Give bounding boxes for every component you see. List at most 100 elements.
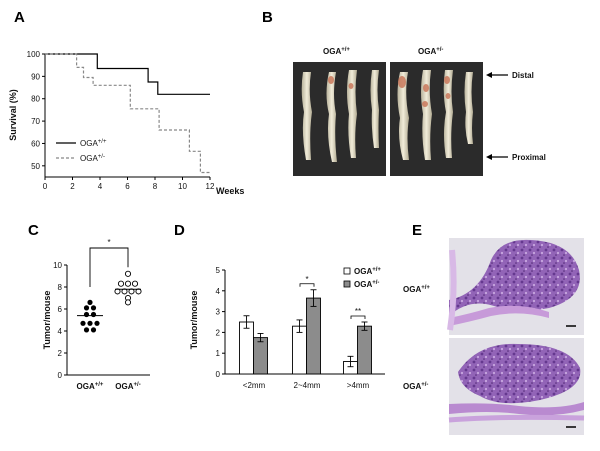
legend-label: OGA+/-: [80, 154, 105, 163]
intestine-sample: [397, 72, 409, 160]
x-category-label: 2~4mm: [294, 381, 321, 390]
series-line-solid: [45, 53, 210, 95]
significance-bracket: [350, 315, 366, 319]
y-tick-label: 4: [216, 287, 221, 296]
y-tick-label: 100: [27, 50, 41, 59]
significance-bracket: [299, 283, 315, 287]
y-axis-label: Tumor/mouse: [189, 291, 199, 350]
y-tick-label: 0: [216, 370, 221, 379]
row-label: OGA+/+: [403, 285, 430, 294]
survival-lines: [45, 53, 210, 174]
axes: 50 60 70 80 90 100 0 2 4 6 8 10 12: [27, 50, 215, 191]
legend-swatch-gray: [343, 280, 351, 288]
significance-bracket: *: [89, 238, 129, 287]
legend-label: OGA+/+: [80, 139, 107, 148]
data-point: [80, 320, 86, 326]
series-line-dashed: [45, 53, 210, 174]
bracket-line: [89, 247, 129, 287]
x-tick-label: 8: [153, 182, 158, 191]
intestine-sample: [421, 70, 432, 160]
panel-a: A Survival (%) 50 60 70 80 90 100 0 2 4 6 8 10 12 We…: [8, 9, 244, 196]
bar: [253, 337, 268, 375]
y-tick-label: 6: [58, 305, 63, 314]
legend: OGA+/+ OGA+/-: [56, 139, 107, 163]
data-point: [87, 299, 93, 305]
y-tick-label: 90: [31, 72, 40, 81]
histology-image-bottom: [448, 338, 585, 435]
data-point: [117, 280, 125, 287]
x-tick-label: 2: [70, 182, 75, 191]
data-point: [124, 299, 132, 306]
intestine-samples: [301, 70, 473, 162]
data-point: [83, 305, 90, 311]
x-tick-label: 6: [125, 182, 130, 191]
proximal-label: Proximal: [512, 153, 546, 162]
distal-indicator: Distal: [486, 71, 534, 80]
y-tick-label: 10: [53, 261, 62, 270]
data-point: [131, 280, 139, 287]
intestine-sample: [464, 72, 473, 144]
bar: [239, 321, 254, 375]
panel-label-d: D: [174, 222, 185, 239]
data-point: [124, 280, 132, 287]
data-points: [77, 270, 142, 333]
legend-swatch-white: [343, 267, 351, 275]
significance-mark: *: [107, 238, 110, 247]
y-tick-label: 70: [31, 117, 40, 126]
panel-b: B OGA+/+ OGA+/-: [262, 9, 546, 176]
x-tick-label: 0: [43, 182, 48, 191]
intestine-sample: [326, 72, 337, 162]
histology-image-top: [447, 238, 584, 335]
bars: ***: [239, 275, 372, 375]
panel-e: E OGA+/+ OGA+/-: [403, 222, 585, 435]
legend: OGA+/+ OGA+/-: [343, 267, 381, 289]
x-tick-label: 4: [98, 182, 103, 191]
x-category-label: <2mm: [243, 381, 266, 390]
y-tick-label: 2: [216, 328, 221, 337]
arrowhead: [486, 72, 492, 78]
bar: [357, 325, 372, 375]
y-tick-label: 1: [216, 349, 221, 358]
data-point: [124, 270, 132, 277]
panel-label-a: A: [14, 9, 25, 26]
panel-label-c: C: [28, 222, 39, 239]
y-tick-label: 0: [58, 371, 63, 380]
y-tick-label: 5: [216, 266, 221, 275]
intestine-sample: [301, 72, 312, 160]
y-tick-label: 8: [58, 283, 63, 292]
intestine-sample: [370, 70, 379, 148]
x-category-label: OGA+/+: [77, 382, 104, 391]
panel-label-b: B: [262, 9, 273, 26]
y-tick-label: 4: [58, 327, 63, 336]
data-point: [90, 305, 97, 311]
x-tick-label: 12: [206, 182, 215, 191]
row-label: OGA+/-: [403, 382, 428, 391]
x-tick-label: 10: [178, 182, 187, 191]
intestine-sample: [347, 70, 357, 158]
y-tick-label: 80: [31, 95, 40, 104]
y-tick-label: 3: [216, 308, 221, 317]
bar: [306, 297, 321, 375]
intestine-sample: [443, 70, 453, 158]
legend-label: OGA+/-: [354, 280, 379, 289]
significance-mark: **: [355, 307, 361, 316]
y-tick-label: 2: [58, 349, 63, 358]
data-point: [83, 311, 90, 318]
tumor-spots: [328, 76, 451, 107]
distal-label: Distal: [512, 71, 534, 80]
significance-mark: *: [305, 275, 308, 284]
panel-label-e: E: [412, 222, 422, 239]
data-point: [90, 311, 97, 318]
x-axis-label: Weeks: [216, 186, 244, 196]
y-tick-label: 60: [31, 139, 40, 148]
axes: 0 2 4 6 8 10 OGA+/+ OGA+/-: [53, 261, 150, 391]
legend-label: OGA+/+: [354, 267, 381, 276]
data-point: [94, 320, 100, 326]
data-point: [83, 327, 90, 333]
proximal-indicator: Proximal: [486, 153, 546, 162]
group-label: OGA+/+: [323, 47, 350, 56]
y-tick-label: 50: [31, 162, 40, 171]
y-axis-label: Tumor/mouse: [42, 291, 52, 350]
